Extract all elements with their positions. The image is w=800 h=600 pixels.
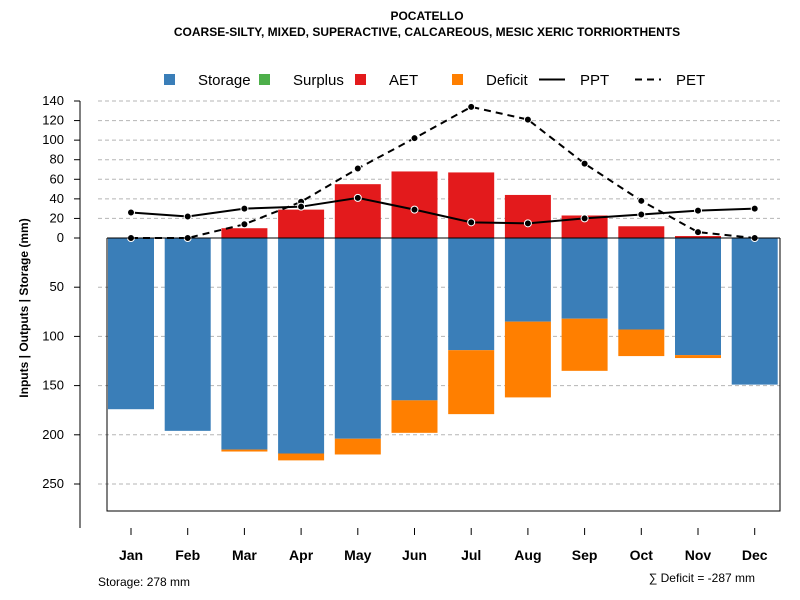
y-tick-label-lower-50: 50	[50, 279, 64, 294]
aet-bar-apr	[278, 209, 325, 238]
bars	[108, 171, 778, 461]
y-tick-label-upper-140: 140	[42, 93, 64, 108]
ppt-point-apr	[297, 202, 306, 211]
ppt-point-sep	[580, 214, 589, 223]
y-tick-label-upper-20: 20	[50, 210, 64, 225]
y-tick-label-upper-120: 120	[42, 113, 64, 128]
storage-bar-jun	[391, 238, 438, 401]
y-axis-label: Inputs | Outputs | Storage (mm)	[17, 218, 31, 397]
x-tick-label-apr: Apr	[289, 547, 314, 563]
aet-bar-mar	[221, 228, 268, 238]
aet-bar-nov	[675, 236, 721, 238]
pet-point-mar	[240, 220, 249, 229]
y-tick-label-upper-40: 40	[50, 191, 64, 206]
storage-bar-jul	[448, 238, 495, 351]
legend-label-surplus: Surplus	[293, 72, 344, 89]
x-tick-label-sep: Sep	[572, 547, 598, 563]
x-tick-label-mar: Mar	[232, 547, 257, 563]
deficit-bar-jun	[391, 400, 438, 433]
storage-capacity-note: Storage: 278 mm	[98, 575, 190, 589]
pet-point-may	[353, 164, 362, 173]
deficit-bar-jul	[448, 350, 495, 415]
deficit-bar-sep	[561, 318, 608, 371]
storage-bar-nov	[675, 238, 721, 356]
ppt-point-oct	[637, 210, 646, 219]
legend-label-aet: AET	[389, 72, 418, 89]
y-tick-label-upper-100: 100	[42, 132, 64, 147]
storage-bar-may	[334, 238, 381, 439]
storage-bar-aug	[504, 238, 551, 322]
y-tick-label-lower-200: 200	[42, 427, 64, 442]
x-tick-label-nov: Nov	[685, 547, 712, 563]
deficit-bar-oct	[618, 329, 665, 357]
pet-point-jun	[410, 134, 419, 143]
gridlines	[98, 100, 780, 485]
ppt-point-nov	[694, 206, 702, 215]
chart-subtitle: COARSE-SILTY, MIXED, SUPERACTIVE, CALCAR…	[174, 25, 680, 39]
deficit-bar-may	[334, 438, 381, 455]
ppt-point-jul	[467, 218, 476, 227]
y-tick-label-upper-80: 80	[50, 152, 64, 167]
ppt-line	[130, 196, 755, 225]
pet-point-nov	[694, 228, 702, 237]
storage-bar-sep	[561, 238, 608, 319]
legend-label-ppt: PPT	[580, 72, 609, 89]
x-tick-label-jul: Jul	[461, 547, 481, 563]
y-tick-label-lower-150: 150	[42, 378, 64, 393]
y-tick-label-upper-60: 60	[50, 171, 64, 186]
storage-bar-dec	[731, 238, 778, 385]
y-tick-label-upper-0: 0	[57, 230, 64, 245]
aet-bar-jun	[391, 171, 438, 238]
aet-bar-aug	[504, 194, 551, 238]
storage-bar-feb	[164, 238, 211, 431]
x-tick-label-may: May	[344, 547, 371, 563]
legend-swatch-deficit	[452, 74, 463, 85]
x-tick-label-jun: Jun	[402, 547, 427, 563]
ppt-point-jan	[127, 208, 135, 217]
pet-point-aug	[523, 115, 532, 124]
aet-bar-sep	[561, 215, 608, 238]
legend-label-storage: Storage	[198, 72, 251, 89]
ppt-point-aug	[523, 219, 532, 228]
axes: 0 20 40 60 80 100 120 140 50 100 150 200 250 Jan Feb Ma…	[42, 93, 781, 563]
legend: Storage Surplus AET Deficit PPT PET	[164, 72, 705, 89]
x-tick-label-dec: Dec	[742, 547, 768, 563]
pet-point-oct	[637, 196, 646, 205]
storage-bar-mar	[221, 238, 268, 450]
x-tick-label-jan: Jan	[119, 547, 143, 563]
ppt-point-may	[353, 193, 362, 202]
legend-swatch-storage	[164, 74, 175, 85]
lower-panel-frame	[106, 238, 781, 512]
aet-bar-jul	[448, 172, 495, 238]
storage-bar-oct	[618, 238, 665, 330]
ppt-point-dec	[750, 204, 759, 213]
deficit-bar-aug	[504, 321, 551, 398]
legend-swatch-aet	[355, 74, 366, 85]
legend-label-pet: PET	[676, 72, 705, 89]
y-tick-label-lower-250: 250	[42, 476, 64, 491]
deficit-bar-mar	[221, 449, 268, 452]
legend-label-deficit: Deficit	[486, 72, 529, 89]
x-tick-label-feb: Feb	[175, 547, 200, 563]
aet-bar-oct	[618, 226, 665, 238]
ppt-point-jun	[410, 205, 419, 214]
storage-bar-apr	[278, 238, 325, 454]
ppt-point-mar	[240, 204, 249, 213]
pet-point-jul	[467, 102, 476, 111]
deficit-total-note: ∑ Deficit = -287 mm	[649, 571, 755, 585]
ppt-point-feb	[183, 212, 192, 221]
x-tick-label-oct: Oct	[630, 547, 654, 563]
deficit-bar-nov	[675, 355, 721, 359]
pet-point-sep	[580, 159, 589, 168]
lines	[127, 102, 759, 242]
deficit-bar-apr	[278, 453, 325, 461]
storage-bar-jan	[108, 238, 154, 410]
x-tick-label-aug: Aug	[514, 547, 541, 563]
chart-title: POCATELLO	[390, 9, 463, 23]
y-tick-label-lower-100: 100	[42, 328, 64, 343]
pet-line	[131, 105, 755, 239]
legend-swatch-surplus	[259, 74, 270, 85]
aet-bar-may	[334, 184, 381, 238]
